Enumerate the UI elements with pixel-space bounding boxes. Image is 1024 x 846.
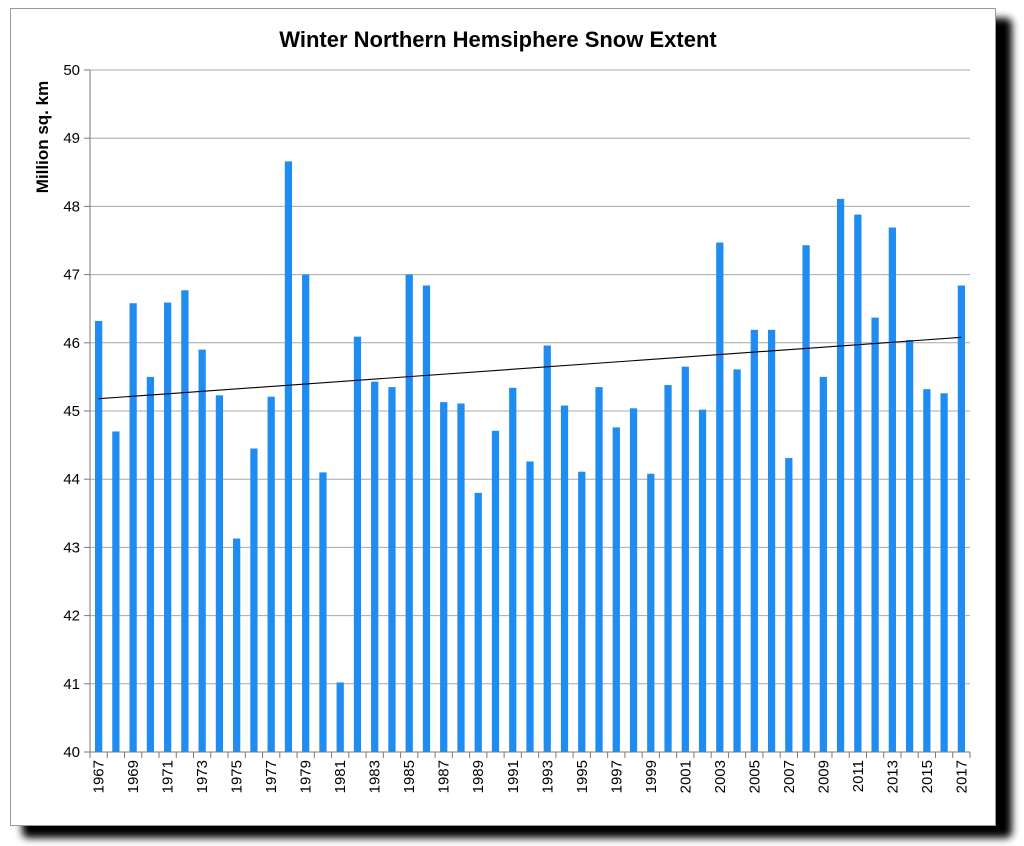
y-tick-label: 44 — [63, 471, 80, 488]
bar-2003 — [716, 242, 724, 753]
x-tick-label: 1997 — [608, 760, 625, 793]
trendline — [98, 336, 962, 400]
bar-1971 — [164, 302, 172, 752]
x-tick-label: 1983 — [367, 760, 384, 793]
bar-1993 — [543, 345, 551, 752]
bar-2001 — [681, 366, 689, 752]
y-tick-label: 40 — [63, 744, 80, 761]
bar-1976 — [250, 448, 258, 752]
bar-1990 — [491, 430, 500, 752]
bar-2015 — [923, 389, 931, 752]
x-tick-label: 1977 — [263, 760, 280, 793]
x-tick-label: 1985 — [401, 760, 418, 793]
bar-1999 — [647, 473, 655, 752]
bar-2000 — [664, 385, 672, 752]
bar-1972 — [181, 290, 189, 752]
y-axis-label: Million sq. km — [33, 81, 52, 193]
y-tick-label: 41 — [63, 676, 80, 693]
y-tick-label: 49 — [63, 130, 80, 147]
x-tick-label: 1971 — [160, 760, 177, 793]
x-tick-label: 1979 — [298, 760, 315, 793]
x-tick-label: 1991 — [505, 760, 522, 793]
bar-2013 — [888, 227, 896, 753]
y-tick-label: 47 — [63, 267, 80, 284]
x-tick-label: 2017 — [953, 760, 970, 793]
x-tick-label: 1981 — [332, 760, 349, 793]
x-tick-label: 1987 — [436, 760, 453, 793]
bar-1984 — [388, 387, 396, 752]
x-tick-label: 1999 — [643, 760, 660, 793]
x-tick-label: 1967 — [91, 760, 108, 793]
bar-1992 — [526, 461, 534, 752]
bar-1994 — [560, 405, 569, 752]
x-tick-label: 1969 — [125, 760, 142, 793]
axes — [89, 70, 971, 758]
bar-2012 — [871, 317, 879, 752]
bar-1980 — [319, 472, 327, 752]
bar-2016 — [940, 393, 948, 752]
x-tick-label: 2009 — [815, 760, 832, 793]
bar-1969 — [129, 303, 137, 752]
bar-2010 — [836, 198, 845, 752]
bar-2007 — [785, 458, 793, 752]
x-tick-label: 1993 — [539, 760, 556, 793]
x-tick-label: 1975 — [229, 760, 246, 793]
bar-1973 — [198, 349, 206, 752]
x-tick-labels: 1967 1969 1971 1973 1975 1977 1979 1981 1983 1985… — [91, 760, 971, 793]
bar-1981 — [336, 682, 344, 752]
y-tick-label: 43 — [63, 539, 80, 556]
bar-1995 — [578, 471, 586, 752]
bar-2008 — [802, 245, 810, 752]
bar-1991 — [509, 387, 517, 752]
trendline-group — [98, 336, 962, 400]
bar-2014 — [905, 340, 914, 752]
y-tick-label: 46 — [63, 335, 80, 352]
bar-1989 — [474, 492, 482, 752]
bar-1968 — [112, 431, 120, 752]
x-tick-label: 1973 — [194, 760, 211, 793]
chart-frame — [10, 8, 996, 826]
bar-1977 — [267, 396, 275, 752]
x-tick-label: 1989 — [470, 760, 487, 793]
bar-1970 — [146, 376, 155, 752]
bar-1988 — [457, 403, 465, 752]
x-tick-label: 2001 — [677, 760, 694, 793]
x-tick-label: 2003 — [712, 760, 729, 793]
y-tick-label: 48 — [63, 198, 80, 215]
chart-title: Winter Northern Hemsiphere Snow Extent — [279, 27, 717, 52]
bar-1986 — [422, 285, 431, 752]
bar-1982 — [353, 336, 362, 752]
x-tick-label: 2015 — [919, 760, 936, 793]
x-tick-label: 2011 — [850, 760, 867, 792]
bar-2017 — [957, 285, 965, 752]
bar-2006 — [767, 329, 776, 752]
x-tick-label: 2005 — [746, 760, 763, 793]
bar-1996 — [595, 387, 603, 752]
bar-2005 — [750, 329, 758, 752]
bar-1997 — [612, 427, 620, 752]
bar-1978 — [284, 161, 293, 752]
y-tick-label: 42 — [63, 608, 80, 625]
y-tick-label: 45 — [63, 403, 80, 420]
x-tick-label: 1995 — [574, 760, 591, 793]
bar-1974 — [215, 395, 224, 752]
x-tick-label: 2007 — [781, 760, 798, 793]
bar-2002 — [698, 409, 707, 752]
bar-1998 — [629, 408, 638, 752]
bar-2004 — [733, 369, 741, 752]
bar-1983 — [371, 381, 379, 752]
bar-2011 — [854, 214, 862, 752]
y-tick-labels: 40 41 42 43 44 45 46 47 48 49 50 — [63, 62, 80, 761]
y-tick-label: 50 — [63, 62, 80, 79]
x-tick-label: 2013 — [884, 760, 901, 793]
bar-1975 — [233, 538, 241, 752]
bars — [95, 161, 965, 753]
bar-1987 — [440, 402, 448, 752]
bar-1967 — [95, 320, 103, 752]
bar-1979 — [302, 274, 310, 752]
bar-2009 — [819, 376, 827, 752]
bar-1985 — [405, 274, 413, 752]
